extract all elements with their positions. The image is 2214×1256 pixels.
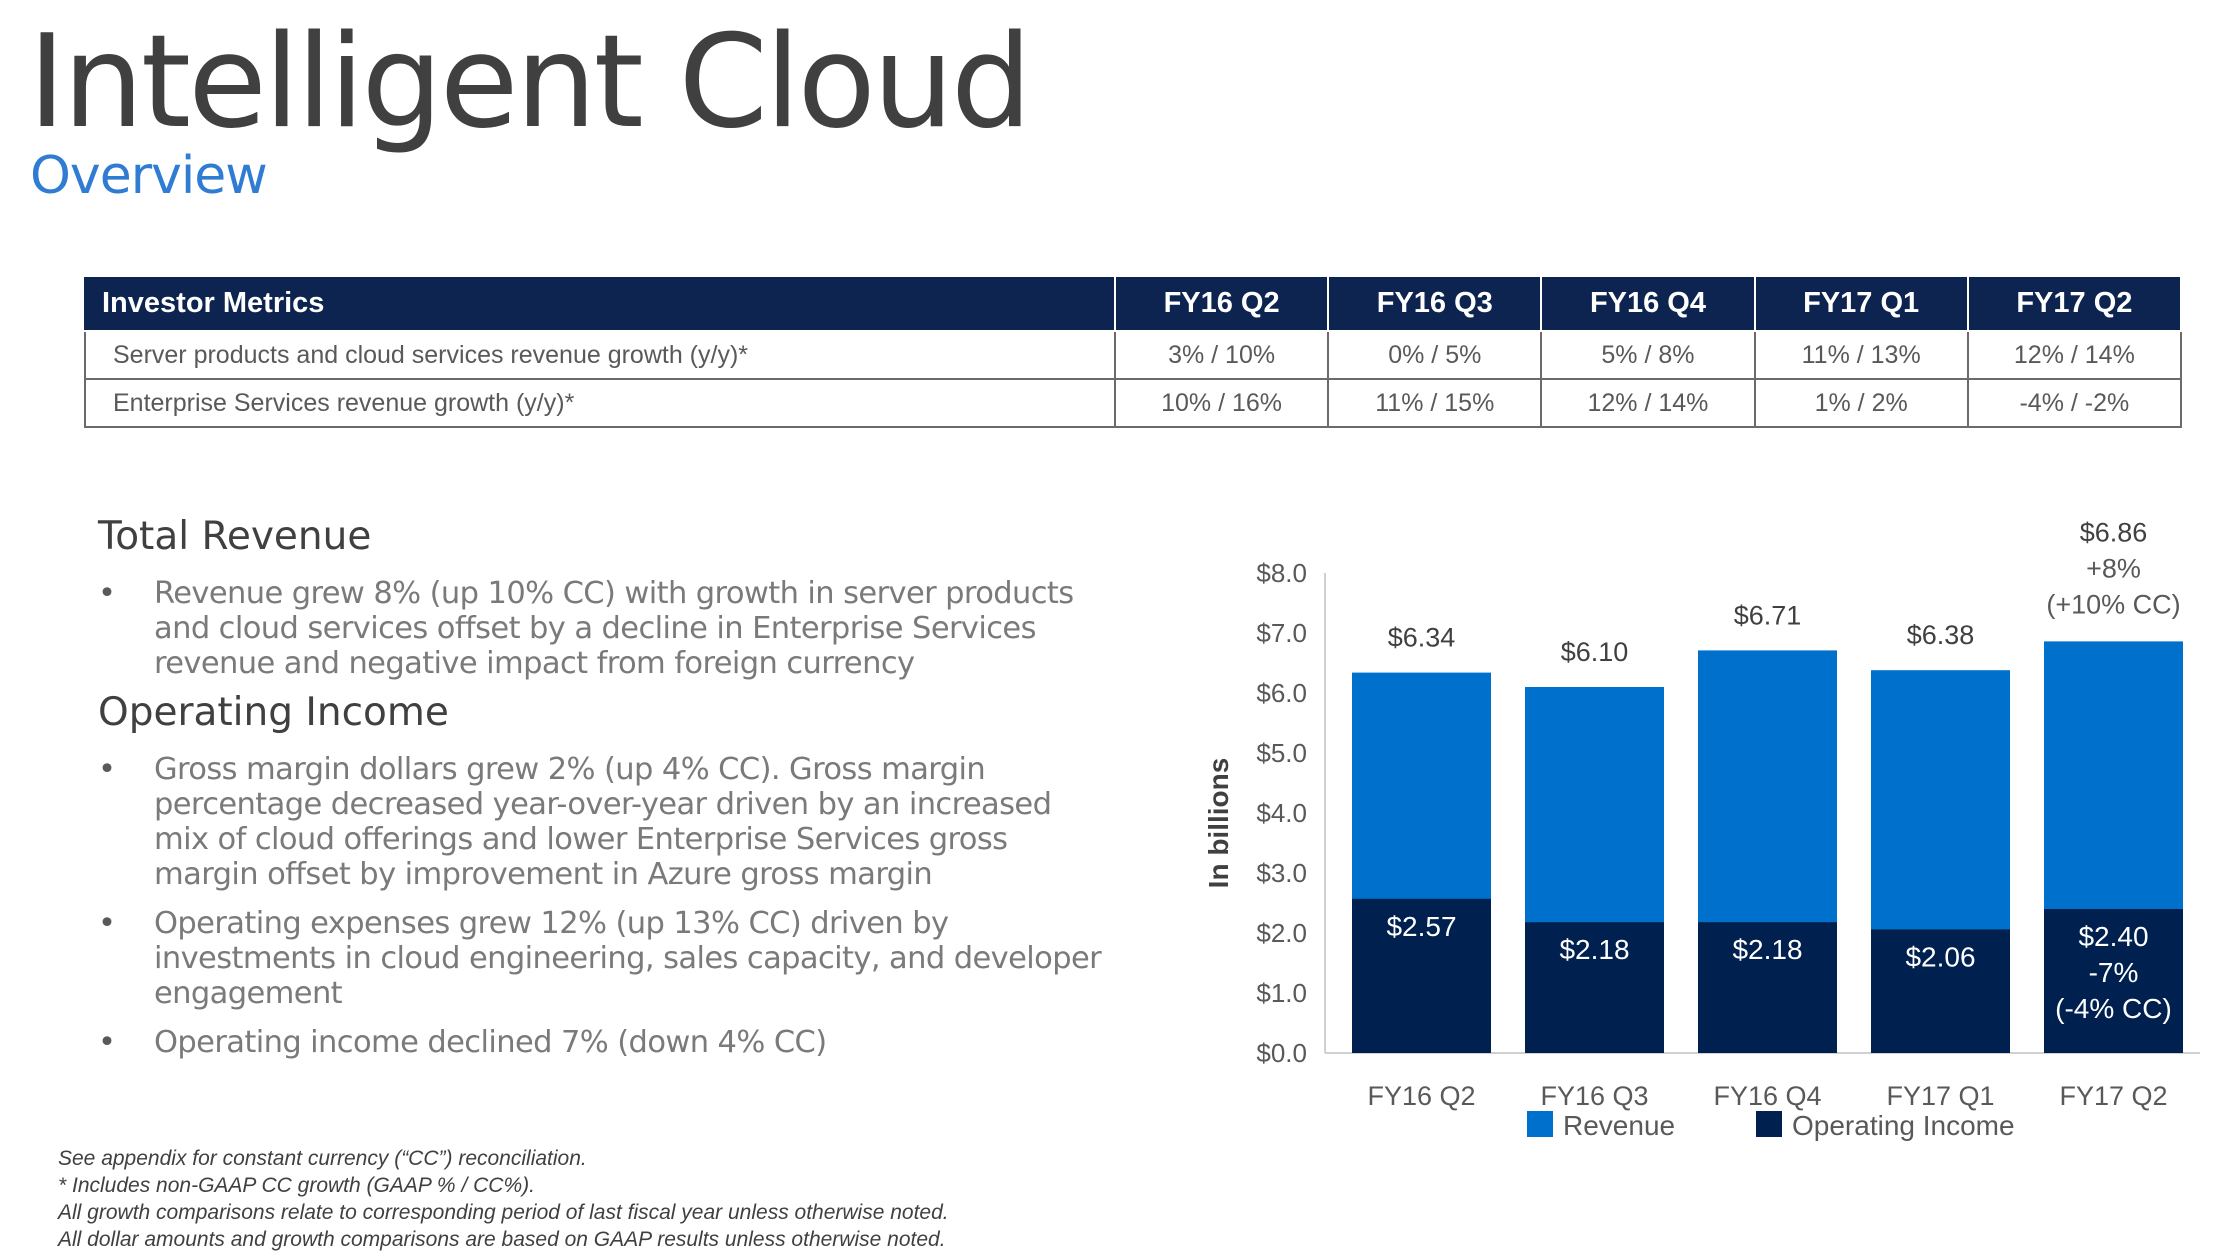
x-tick-label: FY17 Q2 (2059, 1081, 2167, 1111)
operating-income-bar (2044, 909, 2183, 1053)
total-revenue-heading: Total Revenue (98, 514, 372, 559)
footnotes: See appendix for constant currency (“CC”… (58, 1145, 949, 1253)
operating-income-data-label: $2.57 (1386, 911, 1456, 942)
legend-label-operating-income: Operating Income (1792, 1110, 2015, 1141)
investor-metrics-table: Investor Metrics FY16 Q2 FY16 Q3 FY16 Q4… (84, 275, 2183, 428)
operating-income-bar (1698, 922, 1837, 1053)
footnote: * Includes non-GAAP CC growth (GAAP % / … (58, 1174, 535, 1197)
list-item: Operating income declined 7% (down 4% CC… (98, 1025, 1108, 1060)
list-item: Gross margin dollars grew 2% (up 4% CC).… (98, 752, 1108, 892)
table-cell: 1% / 2% (1753, 378, 1969, 428)
column-header: FY17 Q1 (1753, 275, 1969, 332)
legend-swatch-revenue (1527, 1111, 1553, 1137)
table-cell: 12% / 14% (1540, 378, 1756, 428)
operating-income-data-label: $2.18 (1732, 934, 1802, 965)
table-cell: -4% / -2% (1966, 378, 2183, 428)
table-cell: 11% / 15% (1327, 378, 1543, 428)
footnote: See appendix for constant currency (“CC”… (58, 1147, 587, 1170)
revenue-operating-income-chart: $0.0 $1.0 $2.0 $3.0 $4.0 $5.0 $6.0 $7.0 $8.0 In b… (1203, 517, 2200, 1141)
table-cell: 12% / 14% (1966, 330, 2183, 380)
list-item: Revenue grew 8% (up 10% CC) with growth … (98, 576, 1108, 681)
footnote: All dollar amounts and growth comparison… (58, 1228, 946, 1251)
table-row: Server products and cloud services reven… (84, 330, 2183, 380)
table-cell: 11% / 13% (1753, 330, 1969, 380)
column-header: FY17 Q2 (1966, 275, 2183, 332)
operating-income-bar (1871, 929, 2010, 1053)
operating-income-growth-annotation: -7% (2089, 957, 2139, 988)
table-cell: 3% / 10% (1113, 330, 1330, 380)
y-tick-label: $7.0 (1256, 618, 1307, 648)
y-axis-label: In billions (1203, 758, 1234, 889)
y-tick-label: $2.0 (1256, 918, 1307, 948)
legend-swatch-operating-income (1756, 1111, 1782, 1137)
operating-income-data-label: $2.06 (1905, 941, 1975, 972)
table-cell: Enterprise Services revenue growth (y/y)… (84, 378, 1116, 428)
operating-income-growth-cc-annotation: (-4% CC) (2055, 993, 2172, 1024)
column-header: FY16 Q4 (1540, 275, 1756, 332)
revenue-growth-cc-annotation: (+10% CC) (2046, 589, 2180, 619)
operating-income-heading: Operating Income (98, 690, 449, 735)
page-title: Intelligent Cloud (28, 8, 1032, 157)
x-tick-label: FY17 Q1 (1886, 1081, 1994, 1111)
table-cell: 5% / 8% (1540, 330, 1756, 380)
table-cell: Server products and cloud services reven… (84, 330, 1116, 380)
revenue-data-label: $6.10 (1561, 637, 1629, 667)
y-tick-label: $5.0 (1256, 738, 1307, 768)
x-tick-label: FY16 Q3 (1540, 1081, 1648, 1111)
revenue-growth-annotation: +8% (2086, 553, 2141, 583)
table-header-row: Investor Metrics FY16 Q2 FY16 Q3 FY16 Q4… (84, 275, 2183, 332)
operating-income-bar (1525, 922, 1664, 1053)
legend-label-revenue: Revenue (1563, 1110, 1675, 1141)
operating-income-data-label: $2.40 (2078, 921, 2148, 952)
y-tick-label: $4.0 (1256, 798, 1307, 828)
list-item: Operating expenses grew 12% (up 13% CC) … (98, 906, 1108, 1011)
x-tick-label: FY16 Q4 (1713, 1081, 1821, 1111)
table-row: Enterprise Services revenue growth (y/y)… (84, 378, 2183, 428)
table-cell: 0% / 5% (1327, 330, 1543, 380)
revenue-data-label: $6.38 (1907, 620, 1975, 650)
revenue-data-label: $6.34 (1388, 623, 1456, 653)
operating-income-bullets: Gross margin dollars grew 2% (up 4% CC).… (98, 752, 1108, 1074)
footnote: All growth comparisons relate to corresp… (58, 1201, 949, 1224)
revenue-data-label: $6.86 (2080, 517, 2148, 547)
revenue-data-label: $6.71 (1734, 600, 1802, 630)
y-tick-label: $3.0 (1256, 858, 1307, 888)
x-tick-label: FY16 Q2 (1367, 1081, 1475, 1111)
column-header: Investor Metrics (84, 275, 1116, 332)
y-tick-label: $1.0 (1256, 978, 1307, 1008)
y-tick-label: $0.0 (1256, 1038, 1307, 1068)
total-revenue-bullets: Revenue grew 8% (up 10% CC) with growth … (98, 576, 1108, 695)
table-cell: 10% / 16% (1113, 378, 1330, 428)
y-tick-label: $6.0 (1256, 678, 1307, 708)
operating-income-data-label: $2.18 (1559, 934, 1629, 965)
column-header: FY16 Q2 (1113, 275, 1330, 332)
operating-income-bar (1352, 898, 1491, 1053)
page-subtitle: Overview (30, 146, 268, 206)
y-tick-label: $8.0 (1256, 558, 1307, 588)
column-header: FY16 Q3 (1327, 275, 1543, 332)
